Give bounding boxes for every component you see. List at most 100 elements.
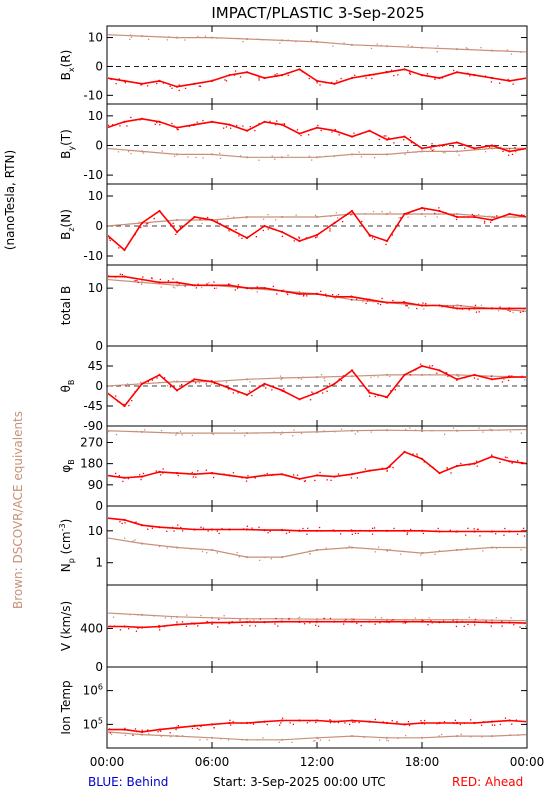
data-dot-red <box>384 621 386 623</box>
data-point-red <box>525 307 526 309</box>
data-point-red <box>193 473 196 476</box>
data-dot-red <box>171 87 173 89</box>
data-point-red <box>368 620 371 623</box>
data-dot-red <box>337 473 340 475</box>
data-dot-brown <box>262 737 264 739</box>
data-point-red <box>368 233 371 237</box>
data-dot-red <box>462 144 464 146</box>
data-dot-red <box>403 139 405 141</box>
data-point-red <box>158 373 161 376</box>
data-dot-red <box>365 302 367 305</box>
data-dot-red <box>121 274 123 276</box>
data-dot-red <box>285 532 288 535</box>
data-dot-red <box>391 234 394 236</box>
data-dot-red <box>507 213 509 215</box>
data-dot-brown <box>182 735 184 737</box>
series-line-red <box>108 68 526 88</box>
data-dot-red <box>423 719 426 722</box>
data-point-brown <box>455 618 459 621</box>
data-point-brown <box>525 547 526 548</box>
data-dot-brown <box>292 435 294 437</box>
data-dot-red <box>288 72 290 74</box>
data-dot-red <box>151 277 153 279</box>
data-dot-brown <box>423 308 425 310</box>
data-point-red <box>263 474 266 477</box>
data-dot-red <box>342 375 345 377</box>
data-dot-brown <box>201 550 204 553</box>
data-dot-brown <box>467 48 469 50</box>
y-tick-label: 1 <box>95 556 103 570</box>
data-dot-brown <box>363 299 365 301</box>
data-dot-brown <box>173 155 176 157</box>
data-dot-red <box>240 722 243 724</box>
data-dot-brown <box>386 550 389 552</box>
data-dot-red <box>501 620 503 623</box>
data-dot-red <box>403 300 405 303</box>
data-dot-brown <box>447 735 449 738</box>
data-point-red <box>280 123 284 126</box>
data-dot-red <box>191 471 193 474</box>
data-dot-red <box>484 75 487 77</box>
data-dot-red <box>202 119 204 122</box>
data-dot-brown <box>202 157 204 159</box>
data-dot-brown <box>405 734 407 737</box>
data-dot-brown <box>376 43 378 45</box>
data-point-red <box>210 380 214 383</box>
data-dot-red <box>490 375 492 377</box>
data-dot-brown <box>466 547 468 550</box>
data-dot-red <box>490 81 493 83</box>
data-dot-red <box>178 283 180 285</box>
data-point-brown <box>175 615 179 618</box>
data-dot-brown <box>410 374 412 376</box>
data-dot-red <box>434 212 436 215</box>
data-dot-brown <box>325 547 327 549</box>
data-point-red <box>210 284 214 287</box>
data-dot-brown <box>206 552 208 554</box>
data-dot-red <box>118 78 120 80</box>
data-dot-brown <box>190 548 192 550</box>
data-dot-red <box>176 128 178 131</box>
data-dot-brown <box>409 427 411 429</box>
data-dot-red <box>359 529 361 532</box>
brown-note-label: Brown: DSCOVR/ACE equivalents <box>11 411 25 609</box>
data-point-brown <box>175 36 179 39</box>
data-dot-red <box>449 529 451 531</box>
data-point-red <box>140 475 144 478</box>
data-dot-red <box>269 530 271 532</box>
data-dot-brown <box>215 37 218 39</box>
data-dot-red <box>266 472 268 475</box>
data-point-red <box>420 364 424 368</box>
data-dot-red <box>379 622 381 624</box>
data-dot-red <box>309 399 312 401</box>
data-point-red <box>298 529 301 532</box>
data-point-red <box>420 457 424 460</box>
data-dot-red <box>453 214 455 216</box>
y-tick-label: 0 <box>95 660 103 674</box>
data-dot-red <box>115 395 117 397</box>
data-dot-red <box>316 82 318 84</box>
data-dot-red <box>197 625 199 627</box>
data-point-red <box>525 376 526 378</box>
data-point-brown <box>455 48 459 51</box>
data-dot-red <box>369 235 371 237</box>
data-point-brown <box>245 156 249 159</box>
data-dot-red <box>283 390 285 392</box>
data-dot-red <box>337 721 340 724</box>
data-dot-red <box>377 394 379 397</box>
data-dot-brown <box>293 429 295 431</box>
data-dot-brown <box>279 375 282 377</box>
data-dot-red <box>141 729 143 731</box>
data-dot-red <box>232 472 235 474</box>
data-point-brown <box>490 619 494 622</box>
data-dot-red <box>389 465 392 467</box>
data-point-red <box>228 474 231 477</box>
data-point-red <box>333 720 336 723</box>
data-point-red <box>108 626 109 627</box>
data-point-red <box>280 719 284 722</box>
data-dot-brown <box>181 434 183 436</box>
y-tick-label: 10 <box>88 281 103 295</box>
data-dot-red <box>337 294 340 296</box>
data-dot-red <box>330 479 332 481</box>
data-dot-red <box>409 374 411 376</box>
data-dot-red <box>184 285 186 287</box>
